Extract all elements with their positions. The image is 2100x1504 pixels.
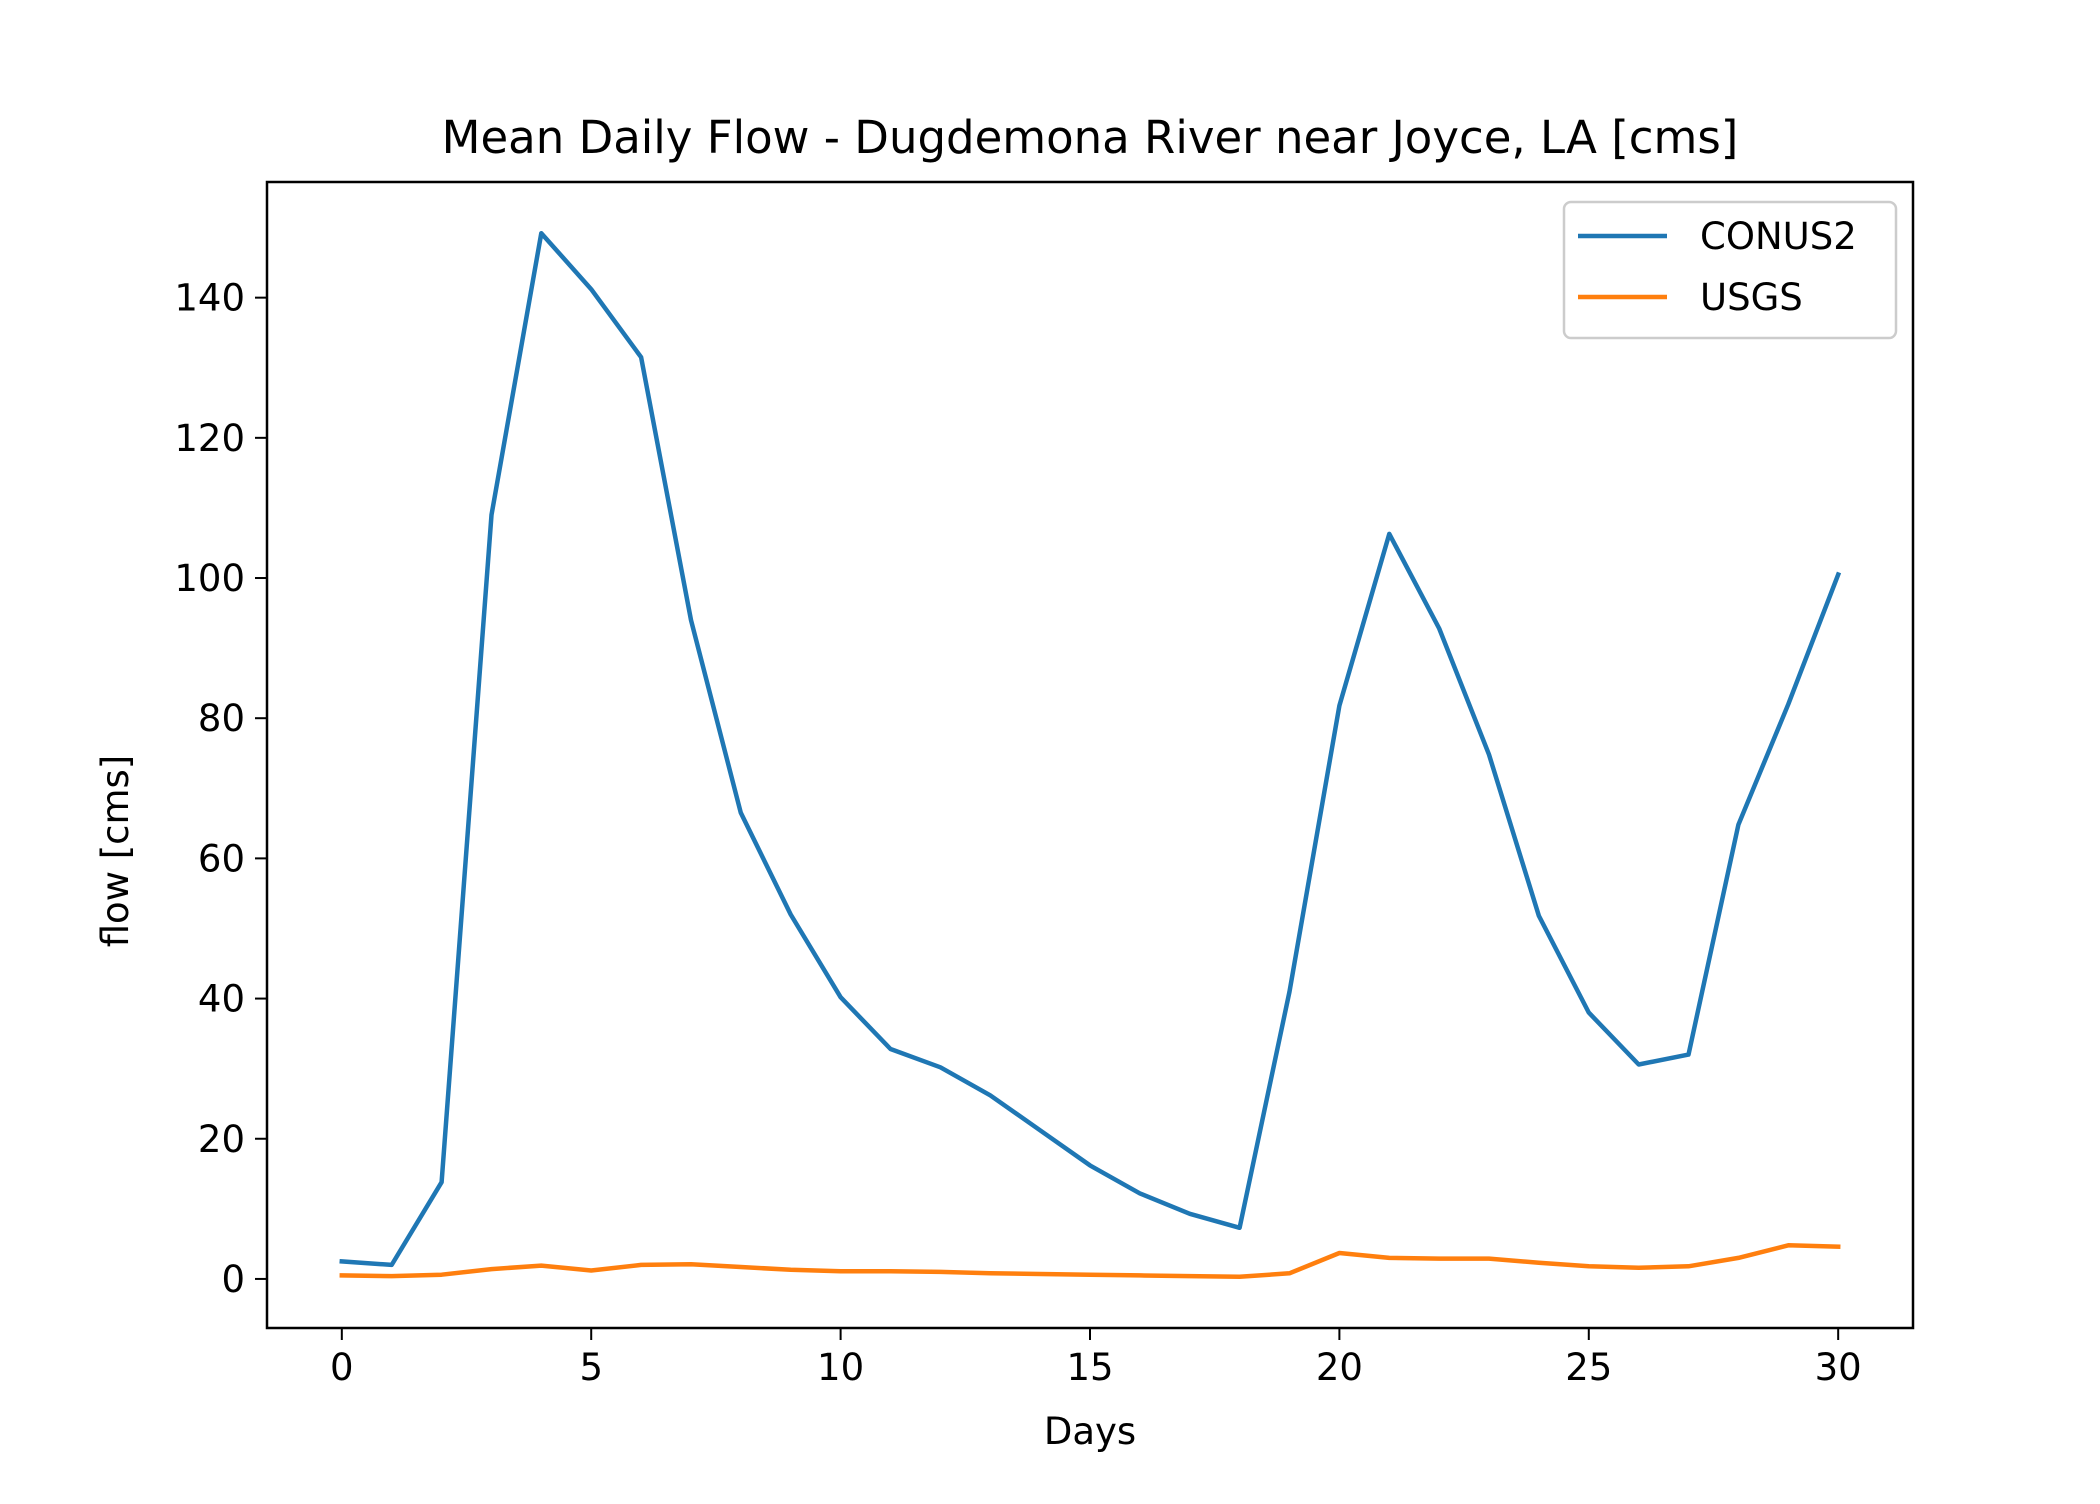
y-axis-label: flow [cms] — [94, 755, 137, 948]
legend: CONUS2 USGS — [1562, 200, 1898, 340]
x-axis-ticks: 0 5 10 15 20 25 30 — [330, 1328, 1862, 1389]
y-tick-label: 20 — [198, 1118, 245, 1161]
x-tick-label: 25 — [1565, 1346, 1612, 1389]
chart-title: Mean Daily Flow - Dugdemona River near J… — [442, 111, 1739, 164]
legend-label-conus2: CONUS2 — [1700, 215, 1857, 258]
x-tick-label: 10 — [817, 1346, 864, 1389]
series-line-conus2 — [339, 230, 1842, 1268]
y-tick-label: 60 — [198, 837, 245, 880]
x-tick-label: 5 — [579, 1346, 603, 1389]
y-tick-label: 40 — [198, 978, 245, 1021]
x-tick-label: 15 — [1066, 1346, 1113, 1389]
y-tick-label: 80 — [198, 697, 245, 740]
x-tick-label: 20 — [1316, 1346, 1363, 1389]
x-tick-label: 30 — [1815, 1346, 1862, 1389]
x-tick-label: 0 — [330, 1346, 354, 1389]
series-line-usgs — [339, 1243, 1841, 1280]
y-tick-label: 120 — [174, 417, 245, 460]
x-axis-label: Days — [1044, 1410, 1136, 1453]
y-tick-label: 140 — [174, 277, 245, 320]
y-tick-label: 0 — [221, 1258, 245, 1301]
series-layer — [339, 230, 1842, 1280]
y-axis-ticks: 0 20 40 60 80 100 120 140 — [174, 277, 267, 1301]
legend-label-usgs: USGS — [1700, 276, 1803, 319]
y-tick-label: 100 — [174, 557, 245, 600]
